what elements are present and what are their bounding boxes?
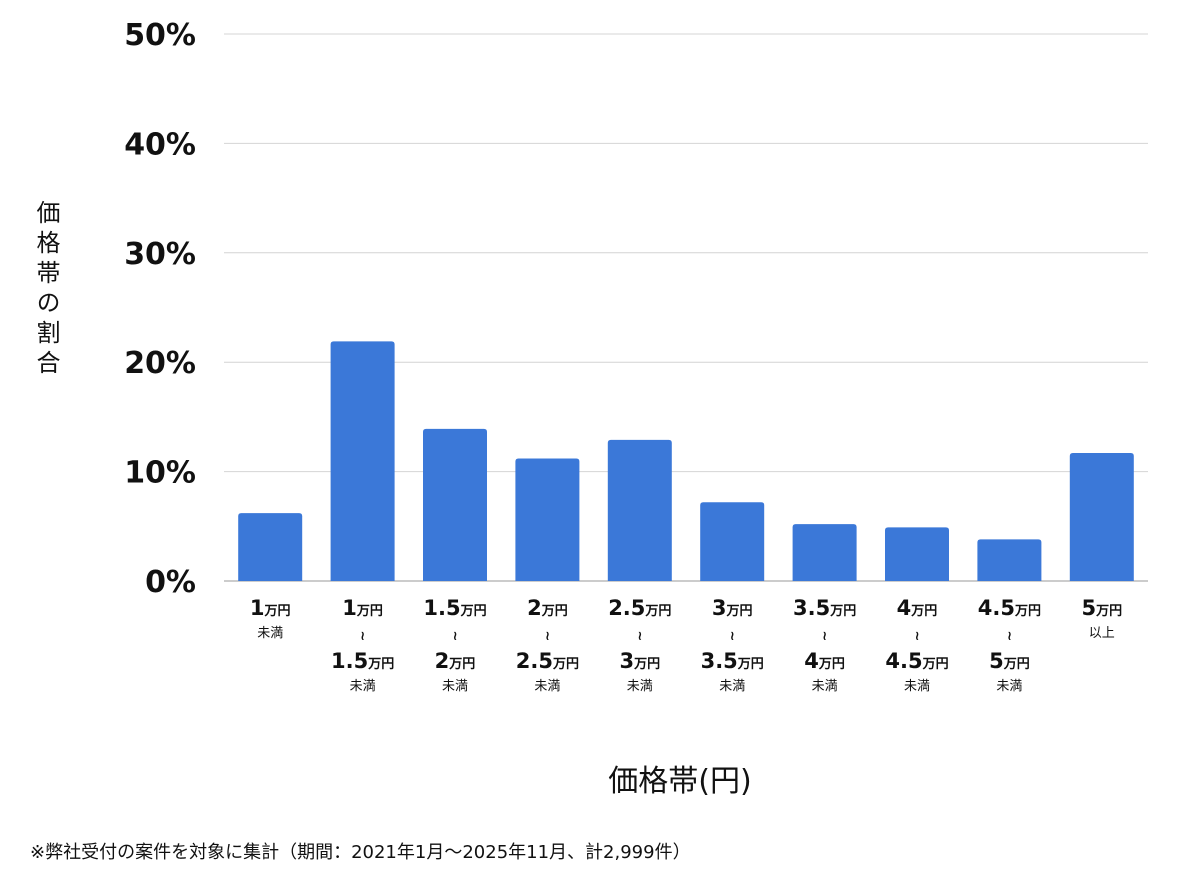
x-tick-label: 3万円 <box>619 649 660 673</box>
x-tick-number: 1 <box>250 596 265 620</box>
x-tick-unit: 万円 <box>552 657 579 672</box>
x-tick-number: 4 <box>804 649 819 673</box>
x-tick-unit: 万円 <box>1095 604 1122 619</box>
x-tick-number: 3 <box>619 649 634 673</box>
bar <box>238 513 303 581</box>
range-tilde: ≀ <box>360 629 365 644</box>
x-tick-note: 未満 <box>904 679 930 694</box>
x-tick-label: 4万円 <box>897 596 938 620</box>
x-tick-note: 未満 <box>812 679 838 694</box>
x-tick-label: 4.5万円 <box>885 649 948 673</box>
footnote: ※弊社受付の案件を対象に集計（期間：2021年1月〜2025年11月、計2,99… <box>30 842 691 863</box>
range-tilde: ≀ <box>453 629 458 644</box>
bar <box>423 428 487 581</box>
x-tick-label: 4万円 <box>804 649 845 673</box>
x-tick-note: 未満 <box>719 679 745 694</box>
x-tick-unit: 万円 <box>460 604 487 619</box>
x-tick-number: 2 <box>527 596 542 620</box>
bar <box>885 527 949 581</box>
x-tick-unit: 万円 <box>1003 657 1030 672</box>
x-tick-note: 未満 <box>350 679 376 694</box>
x-tick-number: 4.5 <box>978 596 1015 620</box>
bar-chart: 0%10%20%30%40%50% 1万円未満1万円≀1.5万円未満1.5万円≀… <box>124 18 1148 694</box>
x-tick-label: 3.5万円 <box>701 649 764 673</box>
y-axis-title: 価格帯の割合 <box>32 200 60 380</box>
x-tick-note: 未満 <box>442 679 468 694</box>
x-tick-unit: 万円 <box>367 657 394 672</box>
bar <box>977 539 1042 581</box>
x-tick-note: 以上 <box>1089 626 1115 641</box>
bar <box>515 458 580 581</box>
y-axis-ticks: 0% 10% 20% 30% 40% 50% <box>124 18 196 600</box>
x-tick-unit: 万円 <box>818 657 845 672</box>
x-tick-number: 2 <box>435 649 450 673</box>
x-tick-label: 2万円 <box>527 596 568 620</box>
x-tick-number: 4.5 <box>885 649 922 673</box>
y-tick-label: 20% <box>124 346 196 381</box>
x-tick-unit: 万円 <box>356 604 383 619</box>
range-tilde: ≀ <box>915 629 920 644</box>
x-tick-label: 1万円 <box>250 596 291 620</box>
x-tick-unit: 万円 <box>737 657 764 672</box>
x-tick-unit: 万円 <box>922 657 949 672</box>
bar <box>792 524 857 581</box>
bar <box>607 439 672 581</box>
x-axis-title: 価格帯(円) <box>608 764 752 799</box>
x-tick-number: 3.5 <box>701 649 738 673</box>
x-tick-note: 未満 <box>996 679 1022 694</box>
range-tilde: ≀ <box>637 629 642 644</box>
range-tilde: ≀ <box>822 629 827 644</box>
x-tick-label: 2.5万円 <box>608 596 671 620</box>
x-tick-unit: 万円 <box>264 604 291 619</box>
x-tick-label: 2.5万円 <box>516 649 579 673</box>
x-tick-note: 未満 <box>627 679 653 694</box>
x-tick-label: 5万円 <box>989 649 1030 673</box>
x-tick-label: 1.5万円 <box>423 596 486 620</box>
x-tick-label: 5万円 <box>1081 596 1122 620</box>
x-tick-unit: 万円 <box>541 604 568 619</box>
x-tick-number: 1 <box>342 596 357 620</box>
x-tick-number: 3.5 <box>793 596 830 620</box>
x-tick-unit: 万円 <box>726 604 753 619</box>
x-tick-number: 5 <box>989 649 1004 673</box>
range-tilde: ≀ <box>1007 629 1012 644</box>
y-tick-label: 0% <box>145 565 196 600</box>
x-tick-number: 2.5 <box>516 649 553 673</box>
x-tick-number: 2.5 <box>608 596 645 620</box>
bar <box>330 341 395 581</box>
x-tick-number: 5 <box>1081 596 1096 620</box>
x-tick-label: 1万円 <box>342 596 383 620</box>
range-tilde: ≀ <box>730 629 735 644</box>
x-tick-number: 3 <box>712 596 727 620</box>
x-tick-number: 1.5 <box>331 649 368 673</box>
x-tick-label: 1.5万円 <box>331 649 394 673</box>
bar <box>1069 453 1134 581</box>
bars <box>238 341 1134 581</box>
x-tick-label: 3万円 <box>712 596 753 620</box>
bar <box>700 502 765 581</box>
y-tick-label: 50% <box>124 18 196 53</box>
x-tick-number: 4 <box>897 596 912 620</box>
x-tick-unit: 万円 <box>644 604 671 619</box>
x-tick-number: 1.5 <box>423 596 460 620</box>
x-tick-unit: 万円 <box>910 604 937 619</box>
x-tick-unit: 万円 <box>1014 604 1041 619</box>
range-tilde: ≀ <box>545 629 550 644</box>
y-tick-label: 30% <box>124 237 196 272</box>
x-tick-label: 2万円 <box>435 649 476 673</box>
x-tick-unit: 万円 <box>633 657 660 672</box>
y-tick-label: 10% <box>124 456 196 491</box>
x-tick-note: 未満 <box>257 626 283 641</box>
y-tick-label: 40% <box>124 127 196 162</box>
x-tick-label: 3.5万円 <box>793 596 856 620</box>
x-axis-category-labels: 1万円未満1万円≀1.5万円未満1.5万円≀2万円未満2万円≀2.5万円未満2.… <box>250 596 1122 694</box>
x-tick-unit: 万円 <box>448 657 475 672</box>
x-tick-label: 4.5万円 <box>978 596 1041 620</box>
x-tick-note: 未満 <box>534 679 560 694</box>
x-tick-unit: 万円 <box>829 604 856 619</box>
